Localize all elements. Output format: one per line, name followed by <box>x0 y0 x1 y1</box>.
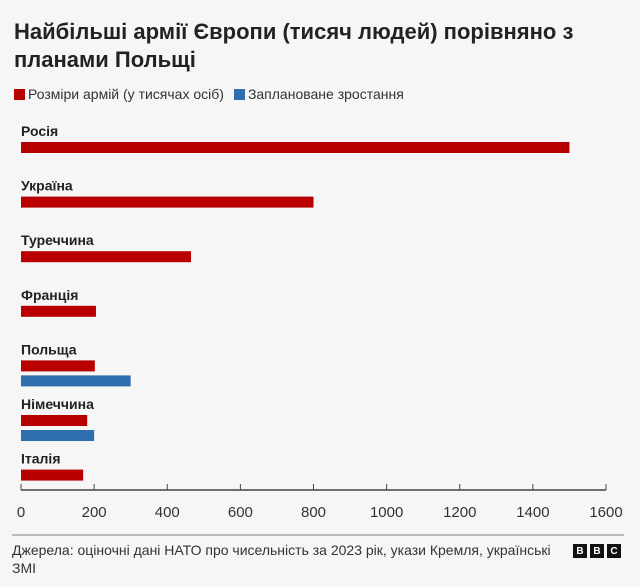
category-label: Франція <box>21 287 78 303</box>
bar-army <box>21 415 88 426</box>
bar-army <box>21 469 84 481</box>
footer-divider <box>12 534 624 536</box>
category-label: Польща <box>21 341 77 357</box>
category-label: Україна <box>21 178 73 194</box>
bbc-logo: B B C <box>573 544 621 558</box>
chart-title: Найбільші армії Європи (тисяч людей) пор… <box>14 19 574 72</box>
bar-army <box>21 360 95 372</box>
x-tick-label: 200 <box>82 504 107 521</box>
x-tick-label: 1000 <box>370 504 403 521</box>
legend-swatch-blue <box>233 88 245 100</box>
legend-label: Заплановане зростання <box>247 86 404 102</box>
x-tick-label: 800 <box>301 504 326 521</box>
x-tick-label: 0 <box>17 504 25 521</box>
legend-item-army: Розміри армій (у тисячах осіб) <box>14 86 224 102</box>
x-tick-label: 1600 <box>589 504 622 521</box>
x-tick-label: 1200 <box>443 504 476 521</box>
legend-swatch-red <box>14 88 25 100</box>
logo-letter: B <box>573 544 587 558</box>
bar-growth <box>21 430 95 441</box>
legend: Розміри армій (у тисячах осіб) Запланова… <box>14 86 410 102</box>
bar-army <box>21 305 96 317</box>
category-label: Росія <box>21 123 58 139</box>
legend-label: Розміри армій (у тисячах осіб) <box>28 86 224 102</box>
legend-item-growth: Заплановане зростання <box>233 86 404 102</box>
category-label: Італія <box>21 451 60 467</box>
logo-letter: B <box>590 544 604 558</box>
bar-army <box>21 251 192 263</box>
bar-army <box>21 142 570 153</box>
x-tick-label: 600 <box>228 504 253 521</box>
category-label: Туреччина <box>21 232 94 248</box>
category-label: Німеччина <box>21 396 94 412</box>
source-note: Джерела: оціночні дані НАТО про чисельні… <box>12 542 551 576</box>
plot-area: Росія Україна Туреччина Франція Польща Німечч… <box>17 123 623 521</box>
x-tick-label: 400 <box>155 504 180 521</box>
bar-growth <box>21 375 131 387</box>
bar-army <box>21 196 314 208</box>
x-tick-label: 1400 <box>516 504 549 521</box>
logo-letter: C <box>607 544 621 558</box>
